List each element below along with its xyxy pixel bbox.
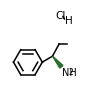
Text: H: H [65,16,72,26]
Text: 2: 2 [69,68,73,77]
Text: Cl: Cl [56,11,66,21]
Text: NH: NH [62,68,77,78]
Polygon shape [53,56,63,68]
